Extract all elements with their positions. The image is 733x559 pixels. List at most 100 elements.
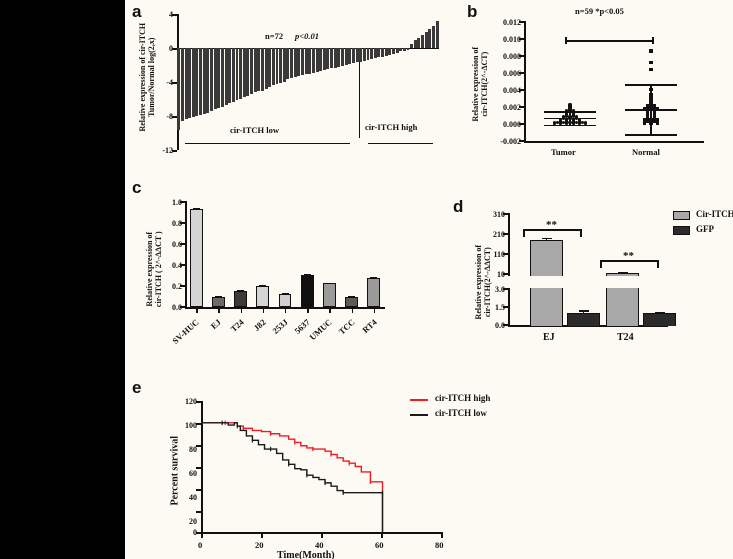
panel-a-bar xyxy=(395,48,399,54)
panel-a-bar xyxy=(242,48,246,98)
panel-a-bar xyxy=(293,48,297,77)
panel-c-ytick-02: 0.2 xyxy=(172,282,182,291)
panel-b-sd-cap-bottom xyxy=(625,134,677,136)
panel-e-legend-label-high: cir-ITCH high xyxy=(435,393,491,403)
panel-e-xtick-mark-20 xyxy=(261,533,263,538)
panel-b-ytick-mark-0 xyxy=(519,21,524,23)
panel-a-bar xyxy=(264,48,268,89)
panel-a-bar xyxy=(257,48,261,92)
panel-d-bar xyxy=(643,312,676,326)
panel-b-label: b xyxy=(467,2,478,21)
panel-b-ytick-0004: 0.004 xyxy=(503,86,521,95)
panel-a-bar xyxy=(373,48,377,59)
panel-d-legend-swatch-gfp xyxy=(673,226,690,235)
panel-b-ytick-0008: 0.008 xyxy=(503,52,521,61)
panel-a-ytick-mark-minus8 xyxy=(172,116,177,118)
panel-a-bar xyxy=(428,29,432,48)
panel-b-tumor-point xyxy=(580,120,584,124)
panel-a-ytick-0: 0 xyxy=(169,44,173,53)
panel-d-ytick-mark-110 xyxy=(503,253,508,255)
panel-a-bar xyxy=(213,48,217,110)
panel-b-tumor-point xyxy=(556,120,560,124)
panel-a-bar xyxy=(381,48,384,57)
panel-a-annotation-n: n=72 xyxy=(265,31,284,41)
panel-e-xtick-mark-80 xyxy=(441,533,443,538)
panel-b-tumor-point xyxy=(568,109,572,113)
panel-b-tumor-point xyxy=(568,107,572,111)
panel-e-legend-label-low: cir-ITCH low xyxy=(435,408,487,418)
panel-a-annotation-p: p<0.01 xyxy=(295,31,319,41)
panel-b-normal-point xyxy=(649,60,653,64)
panel-d-xtick-ej: EJ xyxy=(543,332,555,343)
panel-a-bar xyxy=(260,48,264,91)
panel-a-bar xyxy=(308,48,312,74)
panel-a-group-low-bracket xyxy=(185,143,350,145)
panel-c-xtick-mark xyxy=(373,309,376,313)
panel-a-bar xyxy=(250,48,253,94)
panel-a-bar xyxy=(424,31,428,48)
panel-d: d Relative expression of cir-ITCH(2^-ΔΔC… xyxy=(445,175,733,370)
panel-e-xtick-0: 0 xyxy=(198,540,203,550)
panel-e-xaxis xyxy=(201,532,443,534)
panel-b-sig-bracket-right xyxy=(652,37,654,44)
panel-a-bar xyxy=(231,48,235,102)
panel-a-bar xyxy=(384,48,388,56)
panel-a-bar xyxy=(180,48,184,122)
panel-c-ytick-00: 0.0 xyxy=(172,303,182,312)
panel-a-bar xyxy=(304,48,308,75)
panel-e-ytick-mark-80 xyxy=(196,445,201,447)
panel-a-bar xyxy=(410,43,414,48)
panel-a-bar xyxy=(286,48,290,79)
panel-c-ytick-mark-02 xyxy=(180,285,185,287)
panel-d-bar-lower-segment xyxy=(530,288,563,326)
panel-e-ytick-mark-40 xyxy=(196,489,201,491)
panel-b-ytick-mark-5 xyxy=(519,106,524,108)
panel-a-ytick-minus12: -12 xyxy=(162,146,173,155)
panel-d-ytick-mark-15 xyxy=(503,306,508,308)
panel-d-sig-bracket-t24-top xyxy=(600,260,658,262)
panel-c-xtick-mark xyxy=(285,309,287,313)
panel-b-normal-point xyxy=(642,121,646,125)
panel-b-tumor-point xyxy=(574,120,578,124)
panel-b-tumor-point xyxy=(552,122,557,126)
panel-b-normal-point xyxy=(646,105,650,110)
panel-a-bar xyxy=(326,48,330,70)
panel-e-ytick-mark-20 xyxy=(196,511,201,513)
panel-c-bars xyxy=(185,201,385,307)
panel-a-bars xyxy=(177,14,439,150)
panel-b-ytick-0000: 0.000 xyxy=(503,120,521,129)
panel-c-ytick-08: 0.8 xyxy=(172,219,182,228)
panel-a-bar xyxy=(271,48,275,86)
panel-b-ytick-mark-2 xyxy=(519,55,524,57)
panel-d-ytick-mark-00 xyxy=(503,324,508,326)
panel-e-ytick-120: 120 xyxy=(185,397,197,406)
panel-d-xtick-t24: T24 xyxy=(617,332,634,343)
panel-c-bar xyxy=(256,285,270,307)
panel-c-errorbar-cap xyxy=(192,207,200,210)
panel-a-group-high-label: cir-ITCH high xyxy=(365,122,418,132)
panel-e-ytick-mark-100 xyxy=(196,423,201,425)
panel-e-ytick-40: 40 xyxy=(189,493,197,502)
panel-a-bar xyxy=(202,48,206,115)
panel-c-xtick-mark xyxy=(329,309,331,313)
panel-d-bar-upper-segment xyxy=(530,240,563,276)
panel-b-normal-point xyxy=(646,117,650,121)
panel-a-bar xyxy=(239,48,243,99)
panel-a-bar xyxy=(290,48,294,78)
panel-c-errorbar-cap xyxy=(214,295,222,298)
panel-e-curve-high xyxy=(201,422,384,532)
panel-a-ytick-mark-minus4 xyxy=(172,82,177,84)
panel-a-bar xyxy=(402,48,406,51)
panel-a-ytick-4: 4 xyxy=(169,10,173,19)
panel-a-bar xyxy=(406,48,410,50)
panel-a-bar xyxy=(282,48,286,82)
panel-a-bar xyxy=(253,48,257,93)
panel-e-xtick-mark-40 xyxy=(321,533,323,538)
panel-b-normal-point xyxy=(649,49,653,53)
panel-b-normal-point xyxy=(656,118,660,123)
panel-c-ytick-mark-10 xyxy=(180,201,185,203)
panel-c-yaxis xyxy=(185,201,187,307)
panel-d-errorbar-cap xyxy=(617,272,628,274)
panel-a-bar xyxy=(224,48,228,105)
panel-d-ytick-210: 210 xyxy=(493,230,505,239)
